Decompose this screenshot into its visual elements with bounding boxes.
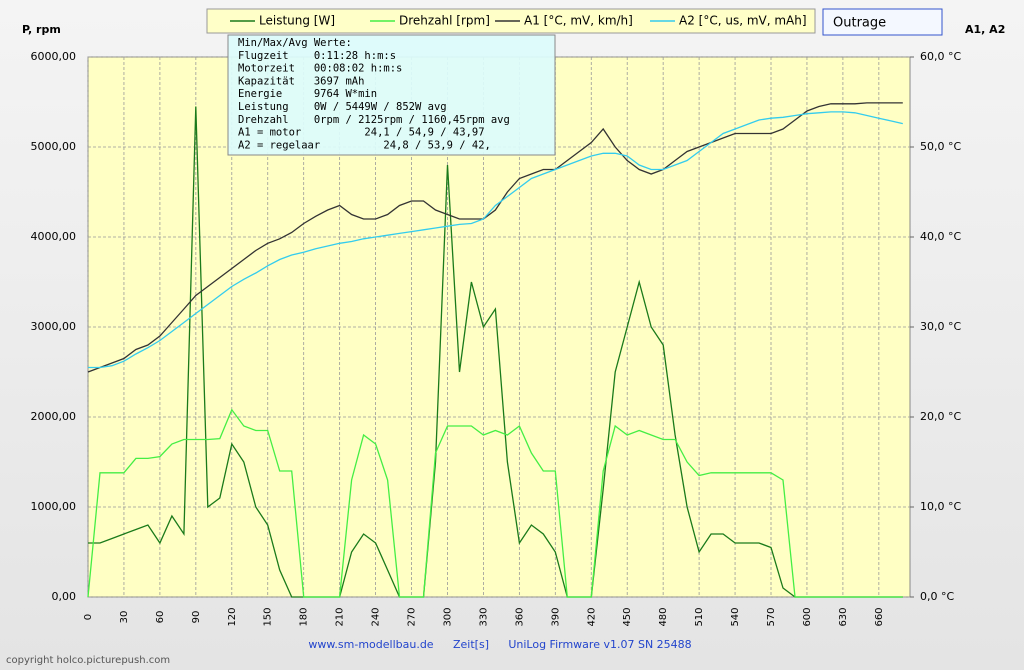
x-tick-label: 330 — [478, 607, 489, 626]
y2-tick-label: 10,0 °C — [920, 500, 961, 513]
footer-right: UniLog Firmware v1.07 SN 25488 — [508, 638, 691, 651]
x-tick-label: 0 — [83, 614, 94, 620]
info-line: Min/Max/Avg Werte: — [238, 37, 352, 49]
copyright: copyright holco.picturepush.com — [6, 655, 170, 666]
series-line — [88, 106, 903, 598]
y2-tick-label: 20,0 °C — [920, 410, 961, 423]
x-tick-label: 120 — [227, 607, 238, 626]
legend-label: Leistung [W] — [259, 14, 335, 28]
x-axis-label: Zeit[s] — [453, 638, 489, 651]
y-tick-label: 6000,00 — [31, 50, 77, 63]
info-line: A1 = motor 24,1 / 54,9 / 43,97 — [238, 127, 485, 139]
series-line — [87, 408, 903, 598]
info-line: Flugzeit 0:11:28 h:m:s — [238, 50, 396, 62]
legend-label: A2 [°C, us, mV, mAh] — [679, 14, 807, 28]
x-tick-label: 540 — [730, 607, 741, 626]
y-tick-label: 4000,00 — [31, 230, 77, 243]
x-tick-label: 60 — [155, 611, 166, 624]
x-tick-label: 360 — [514, 607, 525, 626]
x-tick-label: 630 — [838, 607, 849, 626]
x-tick-label: 210 — [335, 607, 346, 626]
y2-tick-label: 60,0 °C — [920, 50, 961, 63]
y-tick-label: 0,00 — [52, 590, 77, 603]
info-line: Drehzahl 0rpm / 2125rpm / 1160,45rpm avg — [238, 114, 510, 126]
y2-tick-label: 30,0 °C — [920, 320, 961, 333]
y2-tick-label: 0,0 °C — [920, 590, 954, 603]
y2-tick-label: 50,0 °C — [920, 140, 961, 153]
x-tick-label: 600 — [802, 607, 813, 626]
legend: Leistung [W] Drehzahl [rpm] A1 [°C, mV, km… — [230, 14, 807, 28]
x-tick-label: 570 — [766, 607, 777, 626]
y-tick-label: 5000,00 — [31, 140, 77, 153]
info-line: Leistung 0W / 5449W / 852W avg — [238, 101, 447, 113]
x-tick-label: 30 — [119, 611, 130, 624]
footer-left: www.sm-modellbau.de — [308, 638, 433, 651]
x-tick-label: 480 — [658, 607, 669, 626]
badge: Outrage — [833, 16, 886, 31]
info-line: A2 = regelaar 24,8 / 53,9 / 42, — [238, 139, 491, 151]
info-box — [227, 34, 556, 156]
x-tick-label: 390 — [550, 607, 561, 626]
y-tick-label: 2000,00 — [31, 410, 77, 423]
y-axis-label: P, rpm — [22, 23, 61, 36]
x-tick-label: 660 — [874, 607, 885, 626]
axes: 0,00 1000,00 2000,00 3000,00 4000,00 5000,00 6… — [31, 50, 962, 627]
legend-label: Drehzahl [rpm] — [399, 14, 490, 28]
x-tick-label: 270 — [407, 607, 418, 626]
series-line — [88, 111, 903, 369]
info-lines: Min/Max/Avg Werte:Flugzeit 0:11:28 h:m:s… — [238, 37, 510, 151]
info-line: Energie 9764 W*min — [238, 88, 377, 100]
y2-tick-label: 40,0 °C — [920, 230, 961, 243]
legend-label: A1 [°C, mV, km/h] — [524, 14, 633, 28]
x-tick-label: 150 — [263, 607, 274, 626]
y2-axis-label: A1, A2 — [965, 23, 1005, 36]
x-tick-label: 510 — [694, 607, 705, 626]
x-tick-label: 240 — [371, 607, 382, 626]
x-tick-label: 180 — [299, 607, 310, 626]
info-line: Kapazität 3697 mAh — [238, 75, 364, 87]
x-tick-label: 300 — [442, 607, 453, 626]
y-tick-label: 1000,00 — [31, 500, 77, 513]
x-tick-label: 90 — [191, 611, 202, 624]
x-tick-label: 420 — [586, 607, 597, 626]
series-line — [87, 102, 903, 373]
y-tick-label: 3000,00 — [31, 320, 77, 333]
series-lines — [87, 102, 903, 598]
x-tick-label: 450 — [622, 607, 633, 626]
badge-box — [822, 8, 943, 36]
info-line: Motorzeit 00:08:02 h:m:s — [238, 63, 402, 75]
